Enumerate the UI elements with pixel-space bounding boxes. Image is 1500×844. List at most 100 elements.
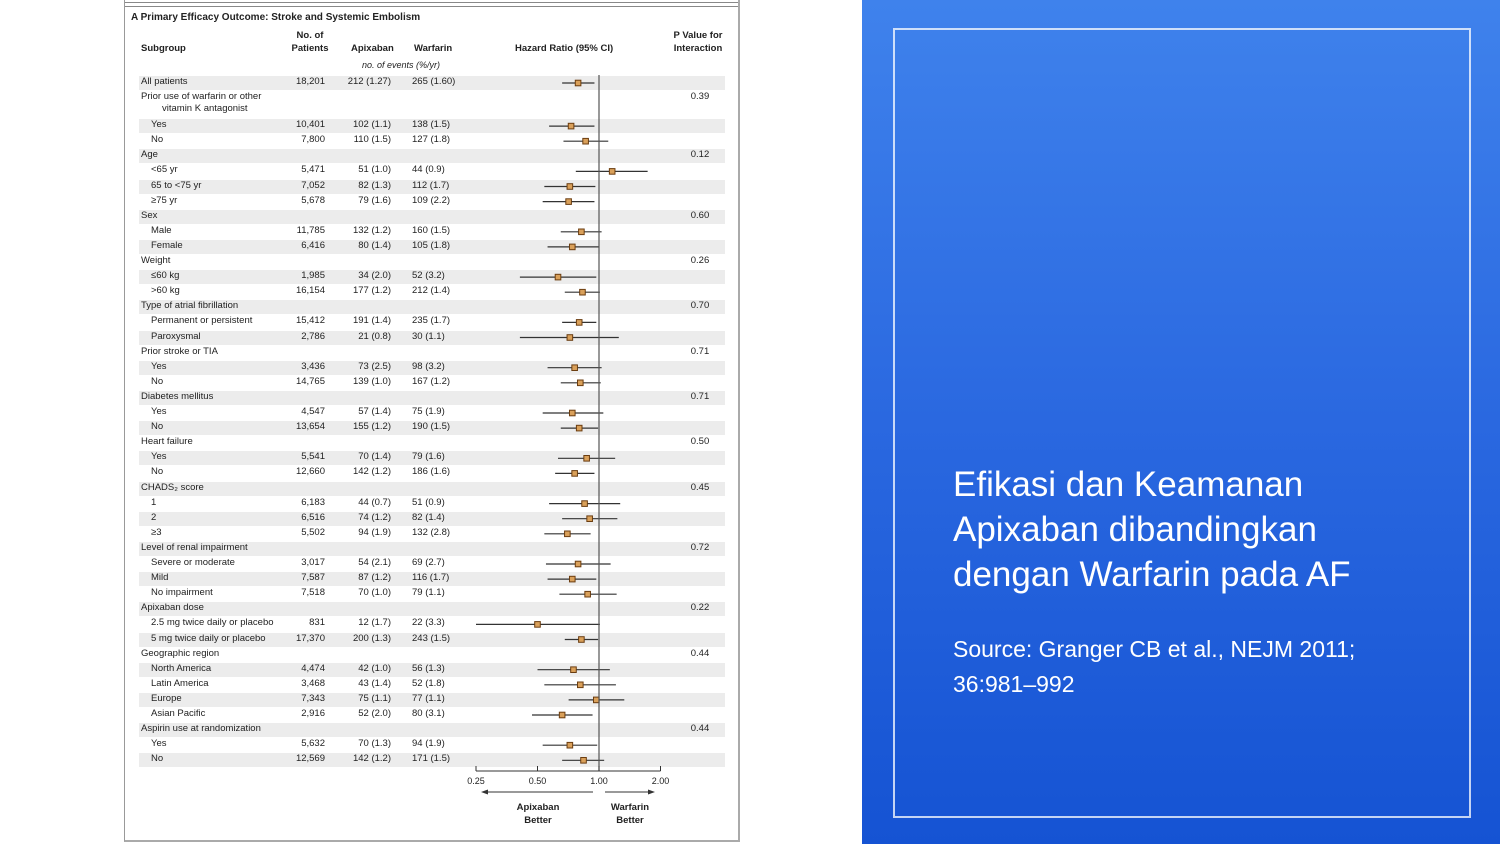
warfarin-events: 82 (1.4) [412, 511, 445, 523]
slide-title: Efikasi dan Keamanan Apixaban dibandingk… [953, 465, 1351, 594]
subgroup-label: Weight [141, 255, 171, 266]
patients-count: 4,547 [301, 406, 325, 417]
warfarin-events: 116 (1.7) [412, 572, 450, 584]
row-shading [139, 300, 725, 315]
panel-frame [893, 28, 1471, 818]
subgroup-label: ≥3 [151, 526, 162, 538]
row-shading [139, 572, 725, 587]
subgroup-label: Aspirin use at randomization [141, 723, 261, 735]
hr-marker [578, 636, 585, 643]
hr-marker [583, 455, 590, 462]
warfarin-events: 79 (1.6) [412, 451, 445, 463]
hr-marker [608, 168, 616, 175]
hr-marker [577, 681, 584, 689]
warfarin-events: 94 (1.9) [412, 738, 445, 750]
patients-count: 5,502 [301, 526, 325, 538]
patients-count: 6,516 [301, 511, 325, 523]
apixaban-events: 43 (1.4) [358, 677, 391, 689]
apixaban-events: 200 (1.3) [352, 632, 391, 644]
subgroup-label: Yes [151, 451, 167, 463]
warfarin-events: 112 (1.7) [412, 179, 450, 191]
warfarin-events: 171 (1.5) [412, 753, 451, 765]
apixaban-events: 94 (1.9) [358, 526, 391, 538]
hr-marker [568, 409, 576, 417]
subgroup-label: CHADS₂ score [141, 481, 204, 493]
subgroup-label: No [151, 134, 164, 146]
patients-count: 5,632 [301, 738, 325, 750]
apixaban-events: 142 (1.2) [352, 753, 391, 765]
hr-marker [570, 666, 577, 674]
x-tick-label: 0.50 [529, 776, 547, 786]
warfarin-events: 52 (1.8) [412, 677, 445, 689]
row-shading [139, 662, 725, 677]
row-shading [139, 541, 725, 556]
subgroup-label: Permanent or persistent [151, 315, 253, 327]
patients-count: 7,343 [301, 692, 325, 704]
subgroup-label: 2.5 mg twice daily or placebo [151, 617, 274, 629]
forest-plot: 0.25 0.50 1.00 2.00 Apixaban Better Warfarin Be… [467, 75, 670, 826]
p-value-interaction: 0.50 [690, 436, 710, 448]
subgroup-label: Europe [151, 692, 182, 704]
warfarin-events: 30 (1.1) [412, 330, 445, 342]
hr-marker [568, 575, 576, 583]
hr-marker [577, 379, 584, 387]
subgroup-label: Prior use of warfarin or other [141, 91, 262, 103]
header-events-note: no. of events (%/yr) [362, 60, 441, 70]
patients-count: 10,401 [295, 119, 325, 131]
apixaban-events: 142 (1.2) [352, 466, 391, 478]
subgroup-label: Paroxysmal [151, 330, 201, 342]
row-shading [139, 723, 725, 738]
hr-marker [582, 137, 589, 145]
x-tick-label: 1.00 [590, 776, 608, 786]
apixaban-events: 21 (0.8) [358, 330, 391, 342]
subgroup-label: ≥75 yr [151, 194, 178, 206]
warfarin-events: 105 (1.8) [412, 239, 451, 251]
apixaban-events: 73 (2.5) [358, 360, 391, 372]
apixaban-events: 70 (1.3) [358, 738, 391, 750]
row-shading [139, 179, 725, 194]
patients-count: 2,916 [301, 708, 325, 719]
apixaban-events: 42 (1.0) [358, 662, 391, 674]
subgroup-label: 65 to <75 yr [151, 179, 202, 191]
subgroup-label: >60 kg [151, 285, 180, 297]
header-p-line1: P Value for [673, 30, 723, 41]
title-panel: Efikasi dan Keamanan Apixaban dibandingk… [862, 0, 1500, 844]
row-shading [139, 602, 725, 617]
warfarin-events: 160 (1.5) [412, 224, 451, 236]
row-shading [139, 270, 725, 285]
x-tick-label: 2.00 [652, 776, 670, 786]
patients-count: 5,678 [301, 194, 325, 206]
warfarin-events: 235 (1.7) [412, 315, 451, 327]
subgroup-label: Severe or moderate [151, 557, 235, 568]
patients-count: 14,765 [295, 375, 325, 387]
warfarin-events: 186 (1.6) [412, 466, 451, 478]
hr-marker [578, 228, 585, 236]
patients-count: 3,017 [301, 557, 325, 568]
row-shading [139, 239, 725, 254]
row-shading [139, 692, 725, 707]
warfarin-events: 51 (0.9) [412, 496, 445, 508]
header-patients-line1: No. of [296, 30, 324, 41]
apixaban-events: 132 (1.2) [352, 224, 391, 236]
apixaban-events: 34 (2.0) [358, 270, 391, 282]
apixaban-events: 80 (1.4) [358, 239, 391, 251]
row-shading [139, 360, 725, 375]
row-shading [139, 209, 725, 224]
subgroup-label: All patients [141, 76, 188, 87]
hr-marker [558, 711, 566, 719]
header-apixaban: Apixaban [351, 43, 394, 54]
row-shading [139, 119, 725, 134]
right-arrowhead [648, 789, 655, 795]
subgroup-label: Diabetes mellitus [141, 390, 214, 402]
patients-count: 3,468 [301, 677, 325, 689]
subgroup-label: Mild [151, 572, 169, 584]
p-value-interaction: 0.70 [690, 300, 710, 312]
row-shading [139, 632, 725, 647]
subgroup-label: 1 [151, 496, 157, 508]
subgroup-label: Yes [151, 360, 167, 372]
row-shading [139, 511, 725, 526]
warfarin-events: 190 (1.5) [412, 421, 451, 433]
hr-marker [586, 515, 593, 523]
warfarin-events: 265 (1.60) [412, 76, 456, 87]
header-hazard-ratio: Hazard Ratio (95% CI) [515, 43, 614, 54]
